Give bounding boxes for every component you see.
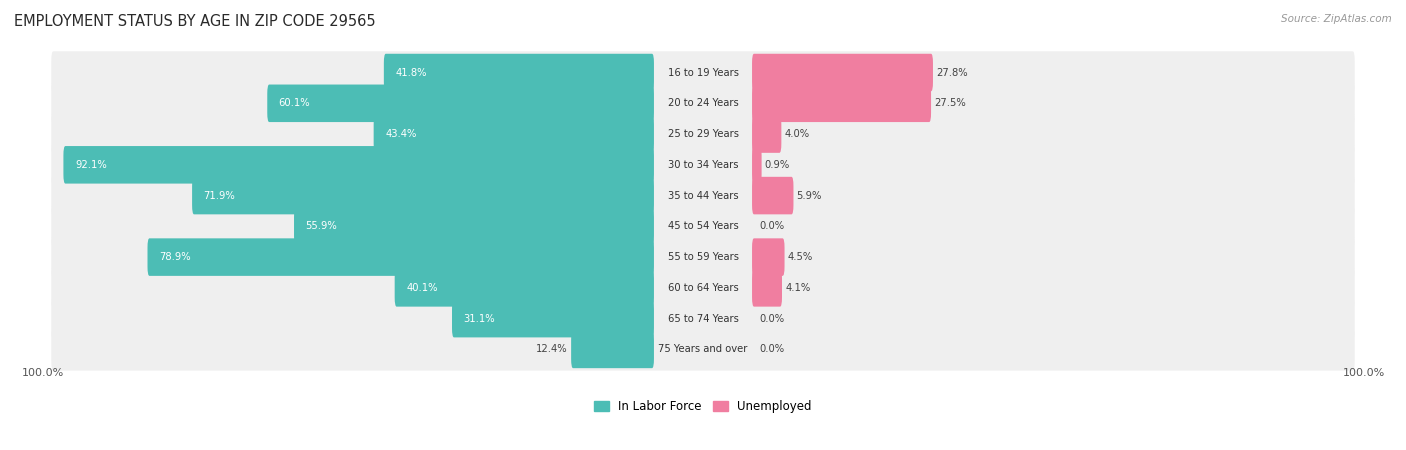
Text: 5.9%: 5.9%: [797, 191, 823, 201]
FancyBboxPatch shape: [571, 331, 654, 368]
FancyBboxPatch shape: [752, 269, 782, 306]
FancyBboxPatch shape: [752, 238, 785, 276]
Text: 100.0%: 100.0%: [1343, 369, 1385, 378]
Text: 55.9%: 55.9%: [305, 221, 337, 231]
Text: 4.1%: 4.1%: [785, 283, 810, 293]
FancyBboxPatch shape: [374, 115, 654, 153]
Text: 100.0%: 100.0%: [21, 369, 63, 378]
Text: 92.1%: 92.1%: [75, 160, 107, 170]
Text: 20 to 24 Years: 20 to 24 Years: [668, 98, 738, 108]
Text: 41.8%: 41.8%: [395, 68, 427, 77]
Text: 60 to 64 Years: 60 to 64 Years: [668, 283, 738, 293]
FancyBboxPatch shape: [752, 146, 762, 184]
Text: 0.0%: 0.0%: [759, 314, 785, 324]
FancyBboxPatch shape: [51, 82, 1355, 125]
Text: 27.5%: 27.5%: [934, 98, 966, 108]
FancyBboxPatch shape: [51, 51, 1355, 94]
FancyBboxPatch shape: [51, 267, 1355, 309]
Text: 45 to 54 Years: 45 to 54 Years: [668, 221, 738, 231]
FancyBboxPatch shape: [51, 205, 1355, 248]
Text: 30 to 34 Years: 30 to 34 Years: [668, 160, 738, 170]
Text: 55 to 59 Years: 55 to 59 Years: [668, 252, 738, 262]
FancyBboxPatch shape: [51, 328, 1355, 371]
FancyBboxPatch shape: [752, 85, 931, 122]
Text: 0.0%: 0.0%: [759, 344, 785, 355]
FancyBboxPatch shape: [294, 207, 654, 245]
Text: 27.8%: 27.8%: [936, 68, 967, 77]
FancyBboxPatch shape: [51, 113, 1355, 155]
FancyBboxPatch shape: [51, 297, 1355, 340]
FancyBboxPatch shape: [752, 177, 793, 214]
FancyBboxPatch shape: [51, 144, 1355, 186]
FancyBboxPatch shape: [51, 174, 1355, 217]
Text: 0.9%: 0.9%: [765, 160, 790, 170]
Text: 16 to 19 Years: 16 to 19 Years: [668, 68, 738, 77]
FancyBboxPatch shape: [752, 115, 782, 153]
Text: EMPLOYMENT STATUS BY AGE IN ZIP CODE 29565: EMPLOYMENT STATUS BY AGE IN ZIP CODE 295…: [14, 14, 375, 28]
FancyBboxPatch shape: [148, 238, 654, 276]
Text: 65 to 74 Years: 65 to 74 Years: [668, 314, 738, 324]
Text: 4.5%: 4.5%: [787, 252, 813, 262]
Text: 25 to 29 Years: 25 to 29 Years: [668, 129, 738, 139]
FancyBboxPatch shape: [752, 54, 934, 91]
Text: 31.1%: 31.1%: [464, 314, 495, 324]
FancyBboxPatch shape: [384, 54, 654, 91]
Text: 35 to 44 Years: 35 to 44 Years: [668, 191, 738, 201]
FancyBboxPatch shape: [193, 177, 654, 214]
Text: 71.9%: 71.9%: [204, 191, 235, 201]
Text: Source: ZipAtlas.com: Source: ZipAtlas.com: [1281, 14, 1392, 23]
Text: 0.0%: 0.0%: [759, 221, 785, 231]
FancyBboxPatch shape: [267, 85, 654, 122]
FancyBboxPatch shape: [451, 300, 654, 338]
Text: 75 Years and over: 75 Years and over: [658, 344, 748, 355]
Text: 40.1%: 40.1%: [406, 283, 437, 293]
Text: 78.9%: 78.9%: [159, 252, 191, 262]
FancyBboxPatch shape: [63, 146, 654, 184]
Text: 60.1%: 60.1%: [278, 98, 311, 108]
FancyBboxPatch shape: [51, 236, 1355, 279]
Legend: In Labor Force, Unemployed: In Labor Force, Unemployed: [595, 400, 811, 413]
Text: 4.0%: 4.0%: [785, 129, 810, 139]
FancyBboxPatch shape: [395, 269, 654, 306]
Text: 43.4%: 43.4%: [385, 129, 416, 139]
Text: 12.4%: 12.4%: [536, 344, 568, 355]
